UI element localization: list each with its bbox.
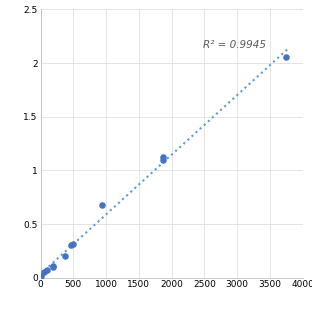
- Point: [161, 157, 166, 162]
- Point: [38, 273, 43, 278]
- Text: R² = 0.9945: R² = 0.9945: [203, 40, 266, 50]
- Point: [63, 254, 68, 259]
- Point: [161, 155, 166, 160]
- Point: [71, 242, 76, 247]
- Point: [44, 267, 49, 272]
- Point: [41, 269, 46, 274]
- Point: [284, 54, 289, 59]
- Point: [50, 263, 55, 268]
- Point: [50, 265, 55, 270]
- Point: [100, 202, 105, 207]
- Point: [69, 243, 74, 248]
